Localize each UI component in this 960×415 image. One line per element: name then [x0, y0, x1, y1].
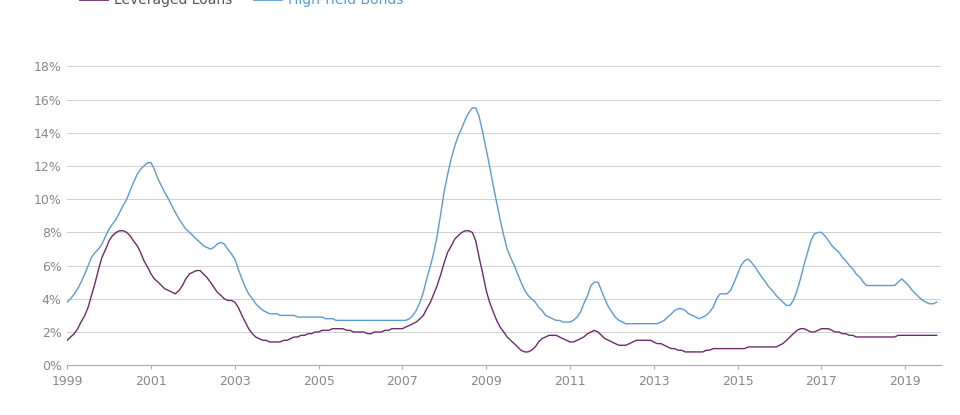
High-Yield Bonds — [931, 300, 943, 305]
Leveraged Loans — [902, 333, 914, 338]
High-Yield Bonds — [420, 276, 432, 281]
High-Yield Bonds — [467, 105, 478, 110]
Leveraged Loans — [669, 346, 681, 351]
Leveraged Loans — [114, 228, 126, 233]
Leveraged Loans — [61, 338, 73, 343]
High-Yield Bonds — [902, 283, 914, 288]
Leveraged Loans — [424, 300, 436, 305]
Line: Leveraged Loans: Leveraged Loans — [67, 231, 937, 352]
High-Yield Bonds — [620, 321, 632, 326]
Leveraged Loans — [208, 285, 220, 290]
High-Yield Bonds — [411, 308, 422, 313]
Leveraged Loans — [519, 349, 531, 354]
Legend: Leveraged Loans, High-Yield Bonds: Leveraged Loans, High-Yield Bonds — [74, 0, 409, 12]
High-Yield Bonds — [61, 300, 73, 305]
Line: High-Yield Bonds: High-Yield Bonds — [67, 108, 937, 324]
High-Yield Bonds — [204, 247, 216, 251]
Leveraged Loans — [571, 338, 583, 343]
Leveraged Loans — [414, 316, 425, 321]
High-Yield Bonds — [567, 318, 579, 323]
High-Yield Bonds — [669, 308, 681, 313]
Leveraged Loans — [931, 333, 943, 338]
